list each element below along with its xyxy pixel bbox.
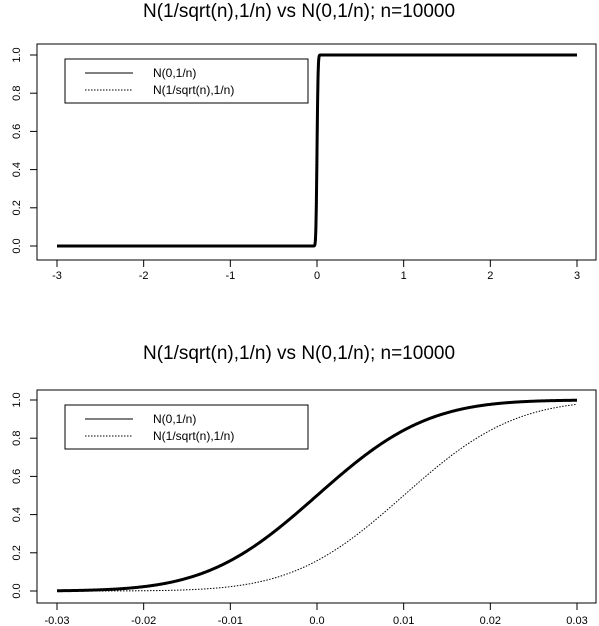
legend-box [64, 58, 309, 104]
y-tick-label: 0.6 [11, 124, 23, 139]
series-line-nshift [57, 403, 578, 592]
x-tick-label: -0.02 [131, 615, 156, 626]
y-tick-label: 0.0 [11, 238, 23, 253]
series-line-nshift [57, 54, 577, 247]
legend-box [64, 404, 309, 450]
x-tick-label: 0.01 [393, 615, 414, 626]
y-tick-label: 0.2 [11, 200, 23, 215]
y-tick-label: 1.0 [11, 47, 23, 62]
x-tick-label: -2 [139, 270, 149, 282]
x-tick-label: -0.01 [218, 615, 243, 626]
y-tick-label: 0.0 [11, 583, 23, 598]
x-tick-label: 0.0 [309, 615, 324, 626]
chart-title: N(1/sqrt(n),1/n) vs N(0,1/n); n=10000 [143, 1, 455, 22]
x-tick-label: 0 [314, 270, 320, 282]
series-line-n01 [56, 398, 578, 593]
y-tick-label: 1.0 [11, 392, 23, 407]
y-tick-label: 0.8 [11, 86, 23, 101]
y-tick-label: 0.4 [11, 162, 23, 177]
y-tick-label: 0.6 [11, 469, 23, 484]
top-chart-panel: N(1/sqrt(n),1/n) vs N(0,1/n); n=10000 -3 -… [11, 1, 597, 282]
legend-label: N(1/sqrt(n),1/n) [153, 83, 234, 97]
y-tick-label: 0.2 [11, 545, 23, 560]
y-tick-label: 0.4 [11, 507, 23, 522]
x-tick-label: 0.03 [566, 615, 587, 626]
y-tick-label: 0.8 [11, 431, 23, 446]
legend: N(0,1/n) N(1/sqrt(n),1/n) [64, 58, 309, 104]
legend-label: N(0,1/n) [153, 66, 196, 80]
legend: N(0,1/n) N(1/sqrt(n),1/n) [64, 404, 309, 450]
x-tick-label: -1 [225, 270, 235, 282]
bottom-chart-panel: N(1/sqrt(n),1/n) vs N(0,1/n); n=10000 -0.… [11, 343, 597, 626]
x-tick-label: -3 [52, 270, 62, 282]
legend-label: N(0,1/n) [153, 412, 196, 426]
x-tick-label: -0.03 [44, 615, 69, 626]
x-tick-label: 0.02 [480, 615, 501, 626]
x-tick-label: 3 [574, 270, 580, 282]
chart-title: N(1/sqrt(n),1/n) vs N(0,1/n); n=10000 [143, 343, 455, 364]
legend-label: N(1/sqrt(n),1/n) [153, 429, 234, 443]
x-tick-label: 2 [487, 270, 493, 282]
x-tick-label: 1 [401, 270, 407, 282]
